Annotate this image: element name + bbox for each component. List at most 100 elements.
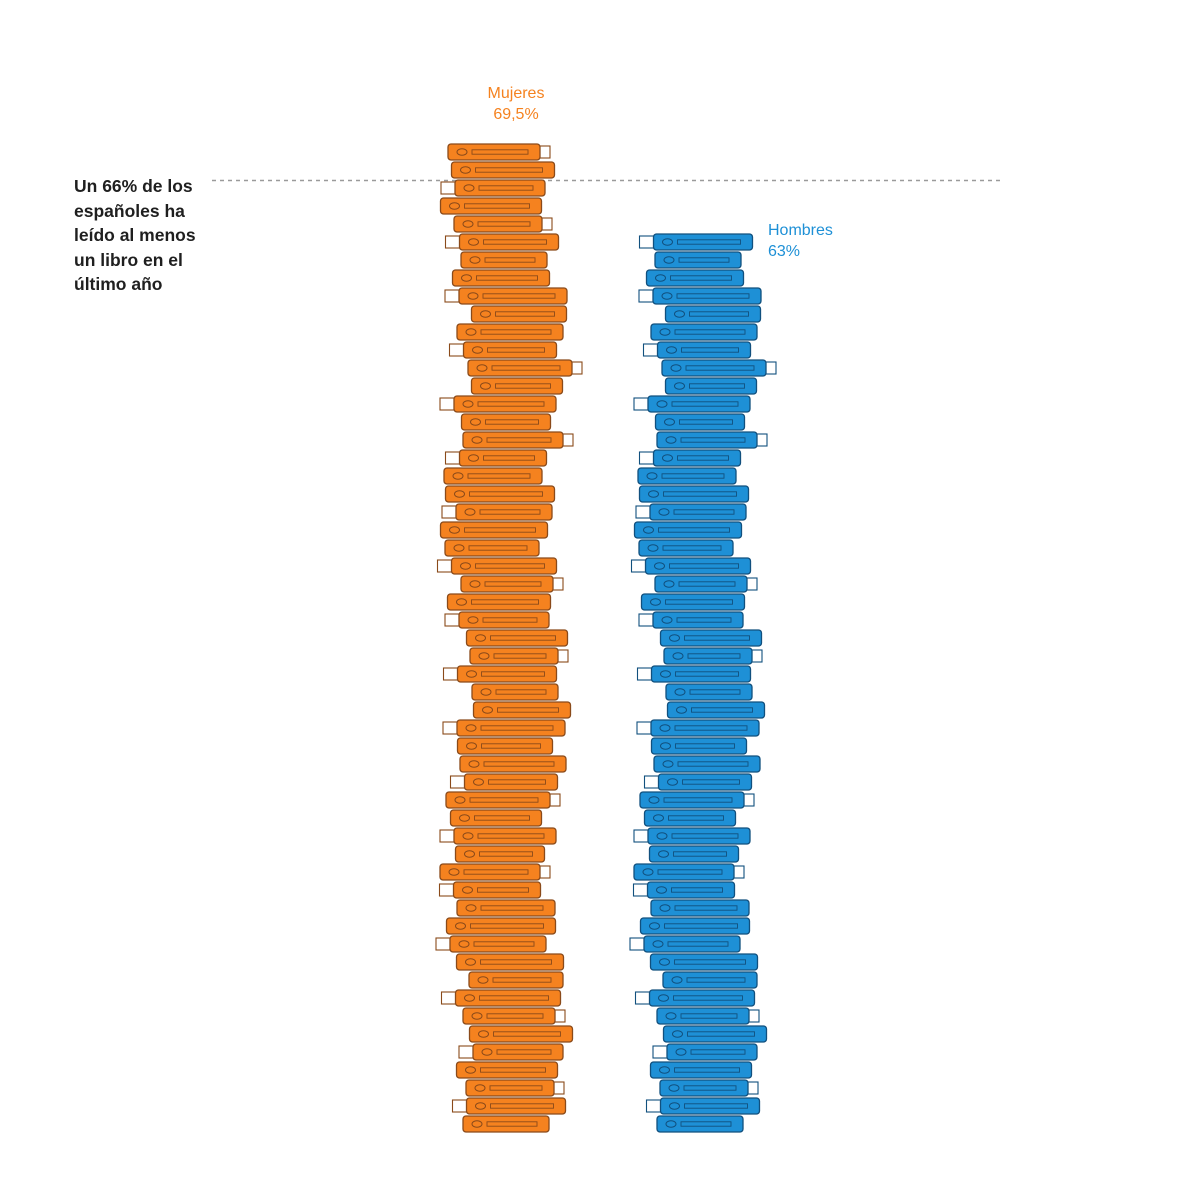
book-mujeres	[444, 611, 550, 629]
book-mujeres	[462, 1115, 550, 1133]
book-hombres	[638, 449, 742, 467]
book-hombres	[653, 755, 761, 773]
book-mujeres	[441, 503, 553, 521]
book-mujeres	[444, 449, 548, 467]
book-mujeres	[462, 1007, 566, 1025]
book-mujeres	[445, 791, 561, 809]
book-hombres	[656, 1007, 760, 1025]
book-hombres	[649, 1061, 753, 1079]
book-stack-mujeres	[435, 143, 583, 1133]
book-mujeres	[451, 269, 551, 287]
book-mujeres	[449, 773, 559, 791]
book-mujeres	[468, 971, 564, 989]
book-hombres	[639, 917, 751, 935]
book-mujeres	[469, 647, 569, 665]
book-mujeres	[453, 215, 553, 233]
book-mujeres	[458, 1043, 564, 1061]
book-mujeres	[435, 935, 547, 953]
book-hombres	[635, 503, 747, 521]
book-hombres	[638, 287, 762, 305]
book-mujeres	[451, 1097, 567, 1115]
book-mujeres	[460, 575, 564, 593]
book-hombres	[634, 989, 756, 1007]
book-hombres	[645, 1097, 761, 1115]
book-mujeres	[442, 719, 566, 737]
book-mujeres	[471, 683, 559, 701]
book-hombres	[630, 557, 752, 575]
reference-annotation-line: españoles ha	[74, 200, 185, 221]
book-mujeres	[447, 143, 551, 161]
book-hombres	[659, 629, 763, 647]
book-mujeres	[439, 827, 557, 845]
book-mujeres	[436, 557, 558, 575]
book-hombres	[666, 701, 766, 719]
book-mujeres	[449, 809, 543, 827]
book-mujeres	[444, 539, 540, 557]
book-hombres	[659, 1079, 759, 1097]
book-hombres	[662, 971, 758, 989]
book-hombres	[664, 377, 758, 395]
book-mujeres	[470, 377, 564, 395]
reference-annotation-line: Un 66% de los	[74, 176, 193, 196]
book-mujeres	[470, 305, 568, 323]
book-mujeres	[460, 251, 548, 269]
book-hombres	[633, 827, 751, 845]
book-hombres	[633, 395, 751, 413]
book-mujeres	[465, 1079, 565, 1097]
book-mujeres	[444, 233, 560, 251]
series-label-hombres: Hombres 63%	[768, 220, 833, 262]
book-mujeres	[456, 323, 564, 341]
book-mujeres	[454, 845, 546, 863]
reference-annotation-line: último año	[74, 274, 163, 294]
book-mujeres	[440, 989, 562, 1007]
series-label-mujeres: Mujeres 69,5%	[466, 83, 566, 125]
book-mujeres	[472, 701, 572, 719]
book-hombres	[643, 773, 753, 791]
book-hombres	[639, 791, 755, 809]
book-mujeres	[460, 413, 552, 431]
book-hombres	[643, 809, 737, 827]
book-hombres	[649, 953, 759, 971]
book-mujeres	[462, 431, 574, 449]
book-hombres	[629, 935, 741, 953]
book-mujeres	[456, 737, 554, 755]
book-hombres	[638, 611, 744, 629]
book-mujeres	[443, 467, 543, 485]
book-mujeres	[444, 485, 556, 503]
reference-annotation-line: un libro en el	[74, 249, 183, 270]
book-mujeres	[439, 395, 557, 413]
book-mujeres	[439, 863, 551, 881]
series-value-label: 63%	[768, 242, 801, 260]
book-hombres	[636, 719, 760, 737]
book-stack-hombres	[629, 233, 777, 1133]
book-mujeres	[446, 593, 552, 611]
book-hombres	[665, 683, 753, 701]
book-mujeres	[448, 341, 558, 359]
book-mujeres	[442, 665, 558, 683]
book-hombres	[650, 737, 748, 755]
book-mujeres	[455, 953, 565, 971]
book-hombres	[633, 863, 745, 881]
book-mujeres	[456, 899, 556, 917]
book-hombres	[652, 1043, 758, 1061]
book-mujeres	[440, 179, 546, 197]
book-hombres	[663, 647, 763, 665]
book-hombres	[636, 665, 752, 683]
book-hombres	[656, 1115, 744, 1133]
book-hombres	[650, 899, 750, 917]
book-mujeres	[465, 629, 569, 647]
book-mujeres	[459, 755, 567, 773]
book-mujeres	[444, 287, 568, 305]
book-hombres	[645, 269, 745, 287]
book-hombres	[640, 593, 746, 611]
book-mujeres	[450, 161, 556, 179]
book-hombres	[656, 431, 768, 449]
book-mujeres	[445, 917, 557, 935]
reference-annotation-line: leído al menos	[74, 225, 196, 245]
book-hombres	[648, 845, 740, 863]
book-hombres	[638, 233, 754, 251]
series-name: Mujeres	[487, 85, 545, 102]
book-hombres	[650, 323, 758, 341]
book-hombres	[654, 413, 746, 431]
